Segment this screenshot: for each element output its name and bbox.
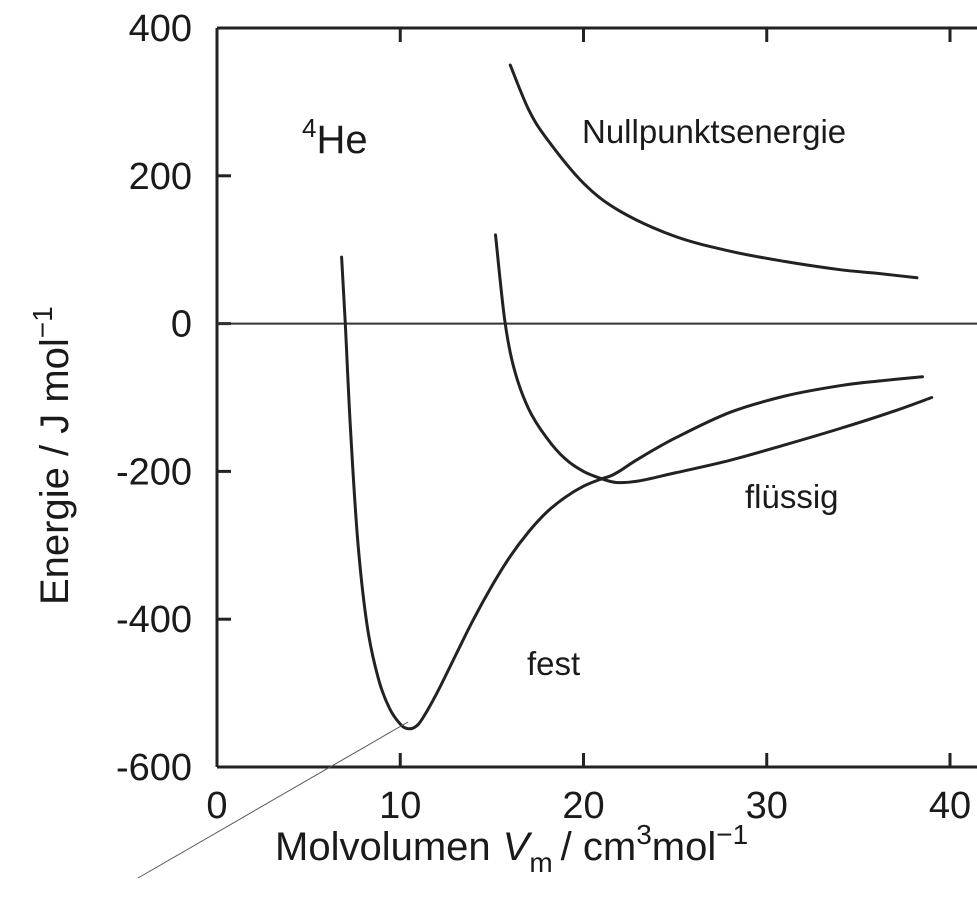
x-axis-title: Molvolumen Vm / cm3mol−1: [275, 819, 748, 878]
y-tick-label: -200: [116, 451, 192, 493]
series-liquid: [494, 233, 934, 485]
isotope-mass-number: 4: [302, 113, 316, 143]
y-tick-label: 0: [171, 304, 192, 346]
y-axis-title-exponent: −1: [27, 306, 58, 338]
y-tick-label: -600: [116, 747, 192, 789]
x-axis-subscript: m: [529, 847, 552, 878]
plot-frame: [215, 26, 977, 769]
y-axis-title-main: Energie / J mol: [33, 338, 77, 605]
tick-labels: 0 10 20 30 40 -600 -400 -200 0 200 400: [116, 8, 971, 827]
pointer-line: [137, 721, 409, 879]
zero-point-energy-label: Nullpunktsenergie: [582, 113, 846, 150]
series-solid: [340, 255, 924, 731]
x-axis-symbol: V: [503, 825, 533, 869]
y-tick-label: 200: [129, 156, 192, 198]
solid-label: fest: [527, 645, 580, 682]
series-zero-point-energy: [508, 63, 919, 280]
x-tick-label: 40: [929, 785, 971, 827]
isotope-symbol: He: [316, 118, 367, 162]
y-tick-label: 400: [129, 8, 192, 50]
x-axis-unit-b-exponent: −1: [716, 819, 748, 850]
x-tick-label: 0: [206, 785, 227, 827]
x-axis-title-prefix: Molvolumen: [275, 825, 491, 869]
isotope-label: 4He: [302, 113, 368, 162]
y-axis-title: Energie / J mol−1: [27, 306, 77, 605]
y-tick-label: -400: [116, 599, 192, 641]
x-axis-unit-a-exponent: 3: [636, 819, 652, 850]
x-axis-unit-a: / cm: [561, 825, 637, 869]
x-tick-label: 10: [379, 785, 421, 827]
x-axis-unit-b: mol: [652, 825, 716, 869]
x-tick-label: 20: [562, 785, 604, 827]
x-tick-label: 30: [746, 785, 788, 827]
curves: [340, 63, 934, 731]
liquid-label: flüssig: [745, 478, 839, 515]
